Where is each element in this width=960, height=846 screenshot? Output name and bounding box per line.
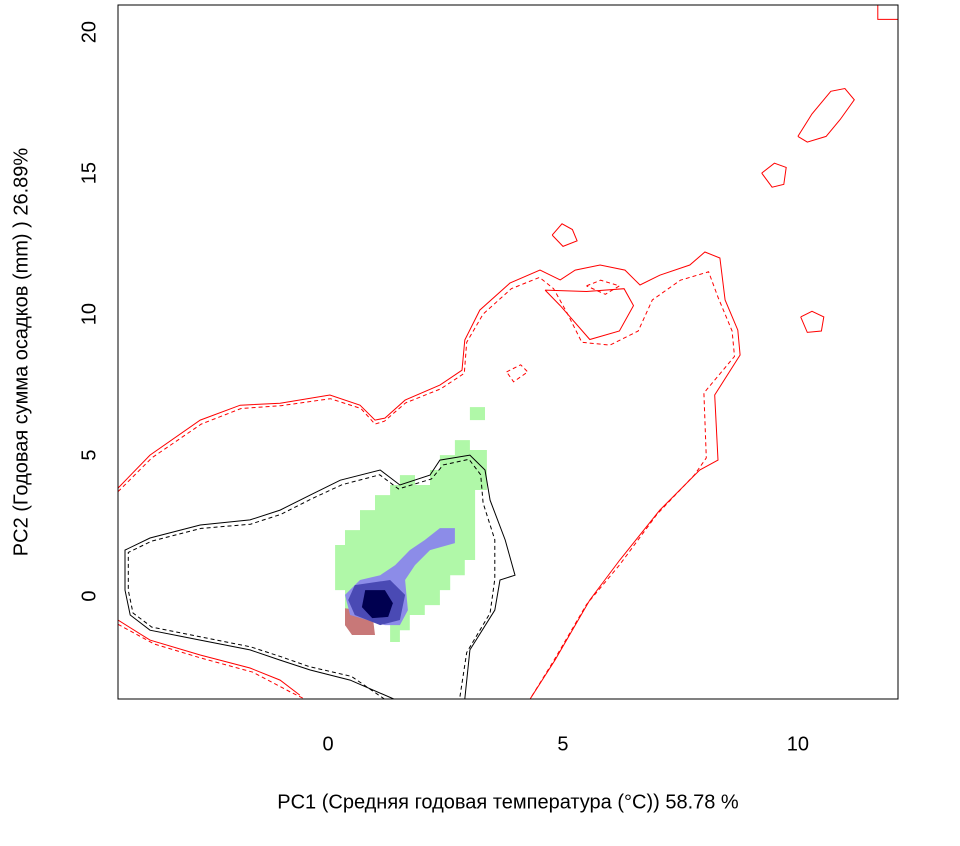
contour-line (127, 458, 496, 699)
contour-line (797, 87, 855, 143)
contour-line (800, 310, 825, 333)
plot-frame (117, 4, 899, 700)
contour-line (877, 5, 898, 20)
x-tick-label: 0 (322, 733, 333, 755)
contour-line (118, 619, 301, 696)
contour-line (761, 162, 787, 188)
x-axis-label: PC1 (Средняя годовая температура (°C)) 5… (277, 791, 739, 813)
y-tick-label: 20 (78, 21, 100, 43)
density-region (469, 407, 485, 421)
y-tick-label: 0 (78, 591, 100, 602)
contour-line (586, 279, 621, 295)
x-tick-label: 10 (787, 733, 809, 755)
contour-line (506, 364, 529, 383)
contour-line (544, 288, 635, 341)
y-tick-label: 5 (78, 450, 100, 461)
y-tick-label: 15 (78, 162, 100, 184)
density-region (361, 590, 393, 619)
contour-line (118, 251, 741, 699)
plot-area (118, 5, 898, 699)
y-axis-label: PC2 (Годовая сумма осадков (mm) ) 26.89% (10, 148, 32, 557)
contour-line (118, 623, 305, 699)
y-tick-label: 10 (78, 303, 100, 325)
contour-line (118, 271, 736, 699)
x-tick-label: 5 (557, 733, 568, 755)
contour-line (124, 454, 516, 699)
contour-line (551, 223, 578, 247)
